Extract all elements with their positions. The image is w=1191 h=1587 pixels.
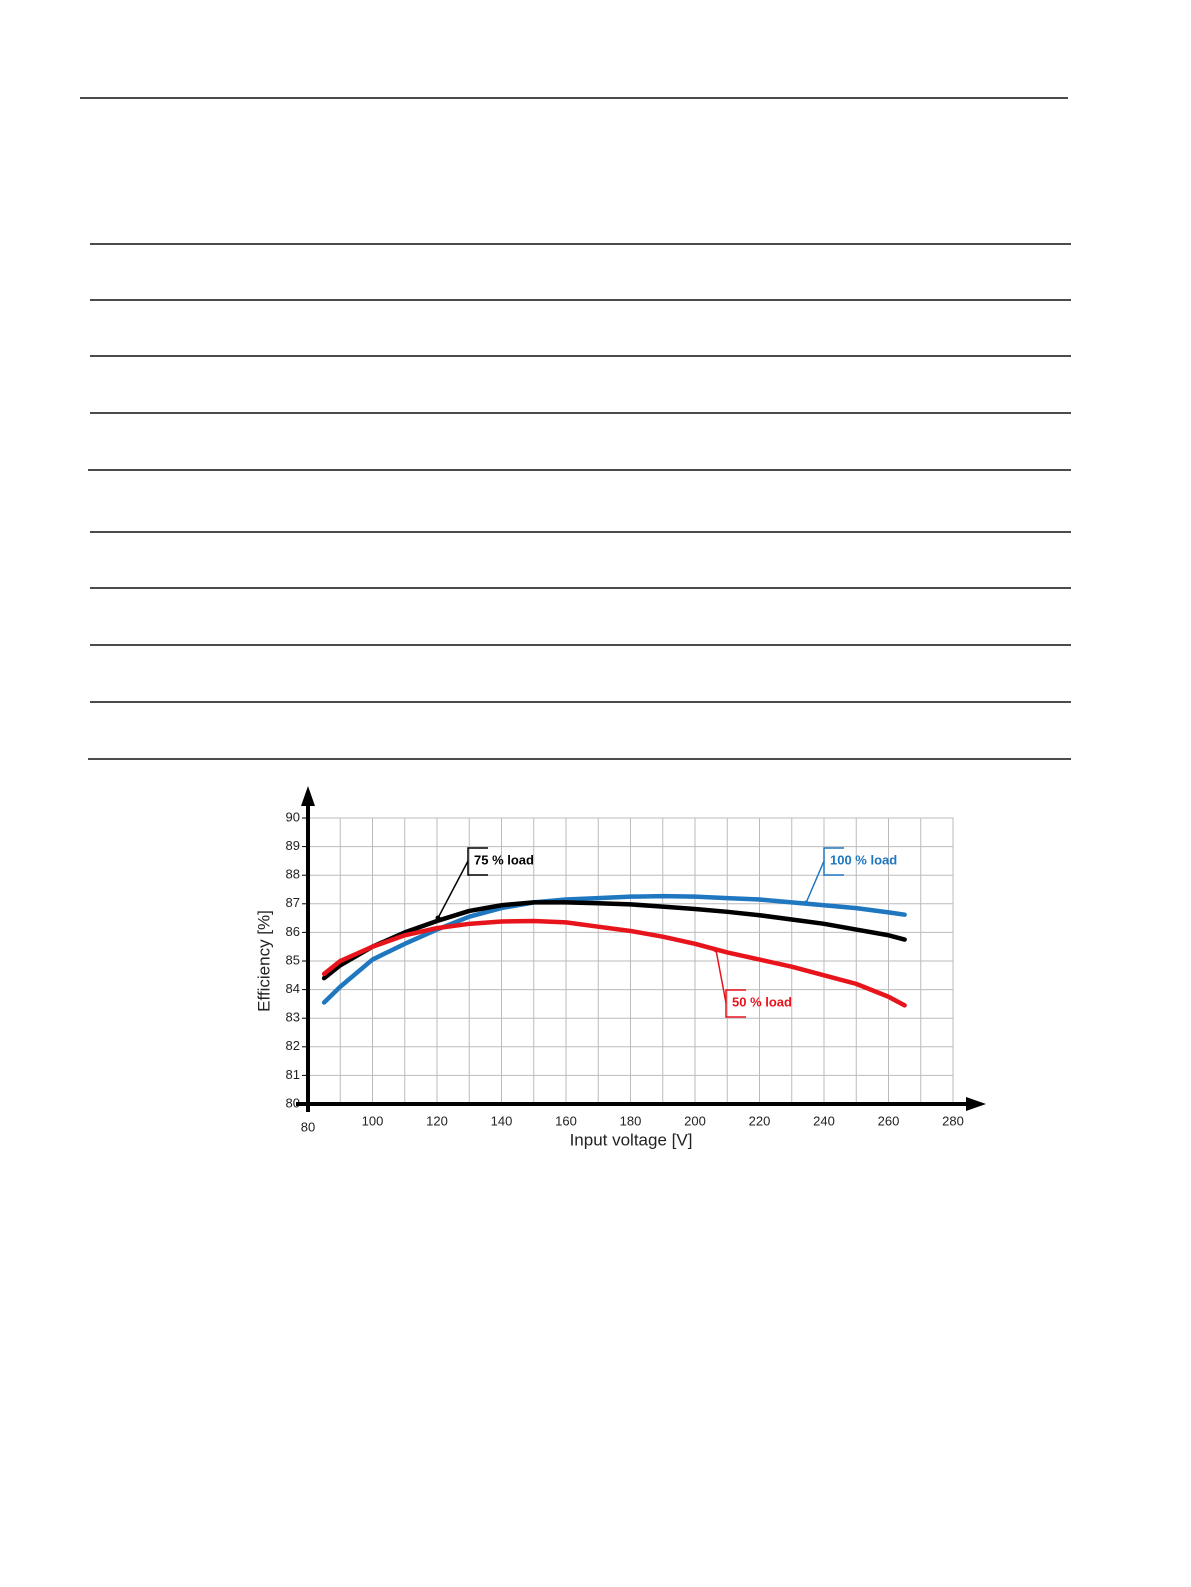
x-axis-arrow [966,1097,986,1111]
y-tick-label: 85 [286,952,300,967]
y-tick-label: 81 [286,1067,300,1082]
x-axis-label: Input voltage [V] [570,1130,693,1149]
x-tick-label: 100 [362,1113,384,1128]
series-line [321,900,907,981]
y-tick-label: 89 [286,838,300,853]
callout-tip [803,900,809,906]
y-tick-label: 82 [286,1038,300,1053]
series-line [321,893,907,1005]
series-label: 100 % load [830,852,897,867]
x-tick-label: 160 [555,1113,577,1128]
callout-tip [713,947,719,953]
callout-arrow [805,860,825,904]
callout-tip [435,915,441,921]
y-tick-label: 90 [286,809,300,824]
y-tick-label: 86 [286,924,300,939]
x-tick-label: 120 [426,1113,448,1128]
x-tick-label: 240 [813,1113,835,1128]
y-tick-label: 83 [286,1010,300,1025]
y-axis-label: Efficiency [%] [254,910,273,1012]
series-label: 75 % load [474,852,534,867]
x-tick-label: 80 [301,1119,315,1134]
x-tick-label: 180 [620,1113,642,1128]
y-axis-arrow [301,786,315,806]
y-tick-label: 84 [286,981,300,996]
series-line [321,918,907,1008]
x-tick-label: 260 [878,1113,900,1128]
callout-arrow [715,949,727,1004]
document-rules [80,97,1071,760]
x-tick-label: 280 [942,1113,964,1128]
x-tick-label: 140 [491,1113,513,1128]
chart: Input voltage [V] Efficiency [%] 80 100 12… [254,786,986,1149]
y-tick-label: 88 [286,867,300,882]
x-tick-label: 220 [749,1113,771,1128]
x-tick-label: 200 [684,1113,706,1128]
y-tick-label: 80 [286,1095,300,1110]
series-label: 50 % load [732,994,792,1009]
callout-arrow [437,860,469,919]
callout-bracket [725,989,746,1018]
y-tick-label: 87 [286,895,300,910]
